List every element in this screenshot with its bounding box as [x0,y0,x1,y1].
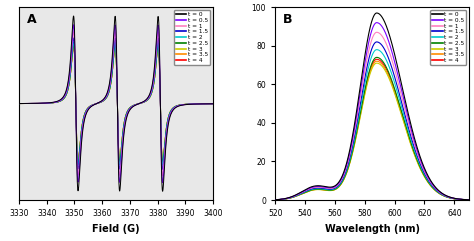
Text: A: A [27,13,36,26]
Legend: t = 0, t = 0.5, t = 1, t = 1.5, t = 2, t = 2.5, t = 3, t = 3.5, t = 4: t = 0, t = 0.5, t = 1, t = 1.5, t = 2, t… [174,10,210,65]
Legend: t = 0, t = 0.5, t = 1, t = 1.5, t = 2, t = 2.5, t = 3, t = 3.5, t = 4: t = 0, t = 0.5, t = 1, t = 1.5, t = 2, t… [430,10,466,65]
X-axis label: Field (G): Field (G) [92,224,140,234]
Text: B: B [283,13,292,26]
X-axis label: Wavelength (nm): Wavelength (nm) [325,224,419,234]
